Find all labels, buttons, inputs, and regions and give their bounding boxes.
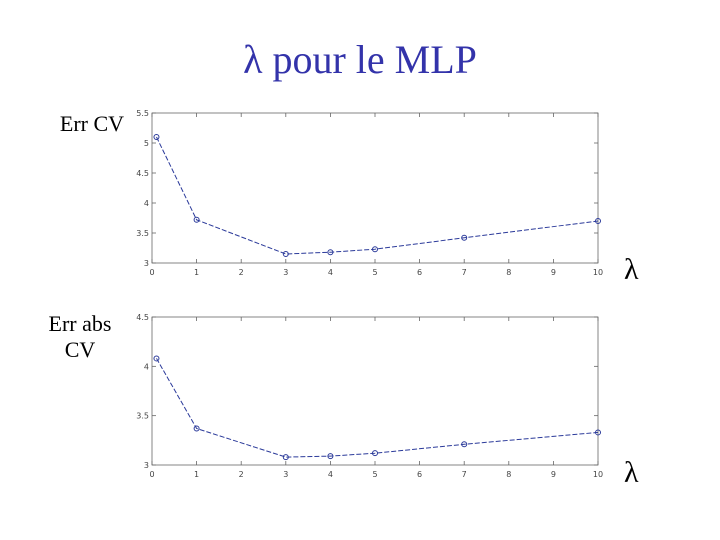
chart2-xtick-label: 4	[328, 470, 333, 479]
chart1-xtick-label: 10	[593, 268, 603, 277]
chart1-xtick-label: 0	[149, 268, 154, 277]
chart2-axes-box	[151, 316, 599, 466]
chart1-xtick-label: 8	[506, 268, 511, 277]
chart1-xtick-label: 4	[328, 268, 333, 277]
chart1-ytick-label: 4	[144, 199, 149, 208]
chart1-ytick-label: 3	[144, 259, 149, 268]
chart2-xtick-label: 3	[283, 470, 288, 479]
chart2-ytick-label: 4.5	[136, 313, 149, 322]
chart1-data-point	[595, 218, 601, 224]
chart2-ylabel: Err abs CV	[48, 311, 112, 362]
chart1-axes-box	[151, 112, 599, 264]
chart1-ytick-label: 5	[144, 139, 149, 148]
chart2-xtick-label: 9	[551, 470, 556, 479]
chart2-data-point	[193, 425, 200, 432]
chart1-data-point	[153, 134, 160, 140]
chart2-xtick-label: 5	[372, 470, 377, 479]
chart1-data-point	[372, 246, 378, 253]
chart1-data-point	[327, 249, 334, 256]
chart1-ytick-label: 5.5	[136, 109, 149, 118]
chart2-data-point	[282, 454, 289, 461]
chart1-ytick-label: 3.5	[136, 229, 149, 238]
chart1-ytick-label: 4.5	[136, 169, 149, 178]
chart1-xtick-label: 2	[239, 268, 244, 277]
chart1-plot: 0 1 2 3 4 5 6 7 8 9 10 3 3.5 4 4.5 5 5.5	[136, 109, 603, 277]
chart2-data-point	[327, 453, 334, 460]
chart1-xtick-label: 9	[551, 268, 556, 277]
chart2-xtick-label: 6	[417, 470, 422, 479]
chart1-xlabel: λ	[624, 253, 639, 286]
chart1-xtick-label: 3	[283, 268, 288, 277]
chart2-xtick-label: 0	[149, 470, 154, 479]
slide-title: λ pour le MLP	[243, 37, 477, 82]
chart2-data-point	[372, 450, 378, 457]
chart1-xtick-label: 7	[462, 268, 467, 277]
chart2-ytick-label: 3.5	[136, 412, 149, 421]
chart2-data-point	[153, 355, 160, 362]
chart1-xtick-label: 5	[372, 268, 377, 277]
chart2-series-line	[156, 358, 599, 458]
chart2-xtick-label: 7	[462, 470, 467, 479]
chart1-data-point	[193, 216, 200, 223]
chart2-xlabel: λ	[624, 456, 639, 489]
chart2-xtick-label: 1	[194, 470, 199, 479]
chart1-ylabel: Err CV	[59, 111, 125, 136]
chart1-data-point	[461, 234, 468, 241]
chart1-xtick-label: 1	[194, 268, 199, 277]
chart2-xtick-label: 8	[506, 470, 511, 479]
chart1-data-point	[282, 251, 289, 257]
chart1-xtick-label: 6	[417, 268, 422, 277]
chart2-xtick-label: 2	[239, 470, 244, 479]
chart2-data-point	[461, 441, 468, 448]
chart2-data-point	[595, 429, 601, 436]
chart2-xtick-label: 10	[593, 470, 603, 479]
chart2-ytick-label: 4	[144, 362, 149, 371]
chart1-series-line	[156, 136, 599, 255]
chart2-ytick-label: 3	[144, 461, 149, 470]
chart2-plot: 0 1 2 3 4 5 6 7 8 9 10 3 3.5 4 4.5	[136, 313, 603, 479]
